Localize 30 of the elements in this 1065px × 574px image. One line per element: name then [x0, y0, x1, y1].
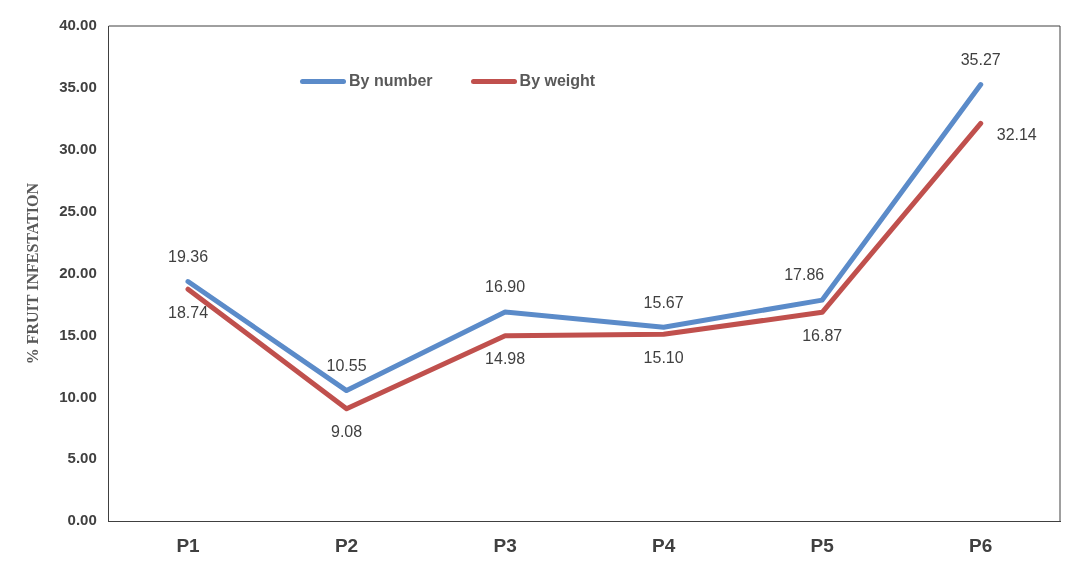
- data-label: 16.90: [485, 278, 526, 296]
- y-axis-title: % FRUIT INFESTATION: [23, 182, 41, 365]
- x-tick-label: P6: [969, 534, 993, 556]
- data-label: 15.67: [643, 293, 684, 311]
- y-tick-label: 40.00: [59, 16, 97, 34]
- data-label: 19.36: [167, 247, 209, 265]
- x-tick-label: P5: [810, 534, 835, 556]
- data-label: 10.55: [326, 357, 367, 374]
- legend-label: By weight: [519, 72, 596, 90]
- y-tick-label: 10.00: [59, 387, 97, 405]
- data-label: 14.98: [485, 350, 526, 368]
- x-tick-label: P1: [176, 534, 201, 556]
- data-label: 17.86: [784, 266, 825, 284]
- y-tick-label: 30.00: [59, 139, 97, 157]
- data-label: 32.14: [996, 125, 1037, 143]
- data-label: 15.10: [643, 348, 684, 366]
- y-tick-label: 20.00: [59, 263, 97, 281]
- y-tick-label: 15.00: [59, 325, 97, 343]
- y-tick-label: 5.00: [67, 449, 97, 467]
- data-label: 18.74: [167, 303, 209, 321]
- x-tick-label: P4: [652, 534, 676, 556]
- data-label: 9.08: [330, 423, 363, 441]
- data-label: 35.27: [960, 50, 1001, 68]
- data-label: 16.87: [802, 326, 843, 344]
- y-tick-label: 0.00: [67, 511, 97, 529]
- y-tick-label: 35.00: [59, 78, 97, 96]
- x-tick-label: P2: [334, 534, 359, 556]
- x-tick-label: P3: [493, 534, 517, 556]
- y-tick-label: 25.00: [59, 201, 97, 219]
- legend-label: By number: [349, 72, 433, 90]
